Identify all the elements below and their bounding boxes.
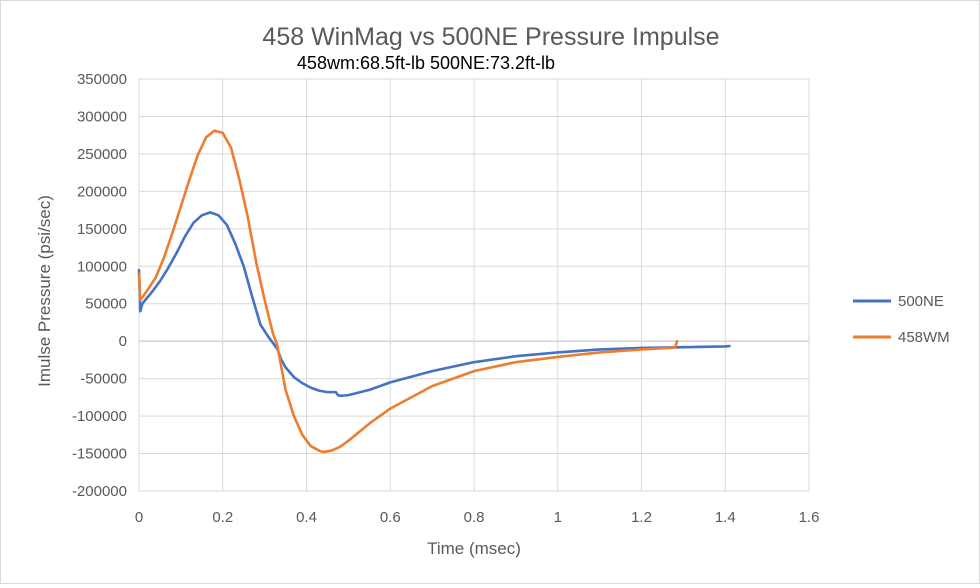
y-tick-label: -50000 — [80, 371, 127, 388]
x-tick-label: 1.4 — [715, 509, 736, 526]
y-tick-label: 100000 — [77, 258, 127, 275]
y-tick-label: 0 — [119, 333, 127, 350]
y-tick-label: 350000 — [77, 71, 127, 88]
x-tick-label: 1 — [554, 509, 562, 526]
legend-label-500ne: 500NE — [898, 293, 944, 310]
x-tick-label: 1.2 — [631, 509, 652, 526]
series-layer — [137, 129, 731, 454]
y-tick-label: 50000 — [85, 296, 127, 313]
y-tick-label: -200000 — [72, 483, 127, 500]
x-tick-label: 0.6 — [380, 509, 401, 526]
y-axis-ticks: -200000 -150000 -100000 -50000 0 50000 100000 1… — [72, 71, 127, 500]
x-axis-ticks: 0 0.2 0.4 0.6 0.8 1 1.2 1.4 1.6 — [135, 509, 820, 526]
chart-subtitle: 458wm:68.5ft-lb 500NE:73.2ft-lb — [297, 53, 555, 73]
x-tick-label: 0 — [135, 509, 143, 526]
y-tick-label: 200000 — [77, 183, 127, 200]
series-line-458wm — [137, 129, 679, 454]
x-tick-label: 0.4 — [296, 509, 317, 526]
x-tick-label: 0.8 — [464, 509, 485, 526]
x-tick-label: 1.6 — [799, 509, 820, 526]
legend: 500NE 458WM — [853, 293, 950, 346]
x-axis-label: Time (msec) — [427, 539, 521, 558]
y-tick-label: 150000 — [77, 221, 127, 238]
chart-title: 458 WinMag vs 500NE Pressure Impulse — [262, 23, 719, 51]
y-axis-label: Imulse Pressure (psi/sec) — [35, 195, 54, 387]
x-tick-label: 0.2 — [212, 509, 233, 526]
y-tick-label: 300000 — [77, 108, 127, 125]
legend-label-458wm: 458WM — [898, 329, 950, 346]
y-tick-label: -100000 — [72, 408, 127, 425]
series-line-500ne — [137, 211, 731, 398]
y-tick-label: 250000 — [77, 146, 127, 163]
y-tick-label: -150000 — [72, 446, 127, 463]
